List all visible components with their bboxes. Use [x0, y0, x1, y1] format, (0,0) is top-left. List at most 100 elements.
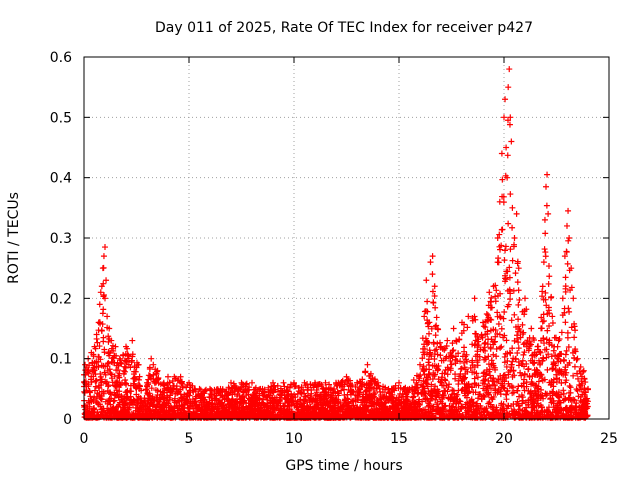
data-point — [251, 393, 258, 400]
data-point — [423, 337, 430, 344]
data-point — [486, 366, 493, 373]
data-point — [95, 382, 102, 389]
data-point — [103, 380, 110, 387]
data-point — [381, 411, 388, 418]
data-point — [187, 381, 194, 388]
data-point — [515, 301, 522, 308]
data-point — [431, 362, 438, 369]
data-point — [163, 387, 170, 394]
data-point — [567, 384, 574, 391]
data-point — [488, 361, 495, 368]
data-point — [515, 328, 522, 335]
data-point — [410, 377, 417, 384]
data-point — [121, 363, 128, 370]
data-point — [514, 279, 521, 286]
data-point — [511, 311, 518, 318]
data-point — [288, 408, 295, 415]
data-point — [525, 366, 532, 373]
data-point — [124, 345, 131, 352]
data-point — [271, 400, 278, 407]
data-point — [436, 411, 443, 418]
data-point — [161, 400, 168, 407]
data-point — [449, 354, 456, 361]
data-point — [393, 401, 400, 408]
data-point — [420, 377, 427, 384]
data-point — [312, 392, 319, 399]
data-point — [359, 401, 366, 408]
data-point — [472, 389, 479, 396]
x-tick-label: 20 — [495, 431, 513, 447]
data-point — [564, 405, 571, 412]
data-point — [165, 373, 171, 380]
data-point — [137, 395, 144, 402]
data-point — [544, 366, 551, 373]
data-point — [433, 322, 440, 329]
data-point — [401, 409, 408, 416]
data-point — [308, 386, 315, 393]
data-point — [548, 353, 555, 360]
data-point — [93, 377, 100, 384]
data-point — [500, 405, 507, 412]
data-point — [98, 388, 105, 395]
data-point — [423, 277, 430, 284]
data-point — [474, 333, 481, 340]
data-point — [221, 388, 228, 395]
data-point — [169, 414, 176, 421]
data-point — [109, 342, 116, 349]
data-point — [557, 391, 564, 398]
data-point — [503, 276, 510, 283]
data-point — [518, 392, 525, 399]
data-point — [133, 413, 140, 420]
data-point — [478, 396, 485, 403]
data-point — [93, 335, 100, 342]
data-point — [562, 351, 569, 358]
data-point — [98, 376, 105, 383]
data-point — [501, 359, 508, 366]
data-point — [95, 401, 102, 408]
data-point — [92, 383, 99, 390]
data-point — [498, 226, 505, 233]
data-point — [432, 383, 439, 390]
data-point — [508, 317, 515, 324]
data-point — [490, 326, 497, 333]
grid-lines — [84, 57, 609, 419]
data-point — [194, 391, 201, 398]
data-point — [524, 409, 531, 416]
data-point — [97, 370, 104, 377]
data-point — [253, 414, 260, 421]
data-point — [442, 411, 449, 418]
data-point — [536, 348, 543, 355]
data-point — [514, 332, 521, 339]
data-point — [462, 392, 469, 399]
data-point — [117, 360, 124, 367]
data-point — [305, 411, 312, 418]
y-tick-label: 0.2 — [50, 291, 72, 307]
data-point — [521, 376, 528, 383]
data-point — [459, 411, 466, 418]
data-point — [297, 403, 304, 410]
data-point — [99, 310, 106, 317]
plot-area — [81, 56, 610, 421]
data-point — [295, 388, 302, 395]
data-point — [201, 402, 208, 409]
data-point — [419, 398, 426, 405]
data-point — [98, 406, 105, 413]
data-point — [545, 210, 552, 217]
data-point — [274, 382, 281, 389]
data-point — [414, 381, 421, 388]
data-point — [91, 367, 98, 374]
data-point — [465, 313, 472, 320]
data-point — [515, 316, 522, 323]
data-point — [184, 399, 191, 406]
data-point — [525, 347, 532, 354]
data-point — [111, 382, 118, 389]
data-point — [534, 397, 541, 404]
data-point — [148, 413, 155, 420]
data-point — [566, 359, 573, 366]
data-point — [117, 381, 124, 388]
data-point — [162, 410, 169, 417]
data-point — [243, 392, 250, 399]
data-point — [561, 366, 568, 373]
data-point — [531, 359, 538, 366]
y-tick-label: 0.3 — [50, 231, 72, 247]
